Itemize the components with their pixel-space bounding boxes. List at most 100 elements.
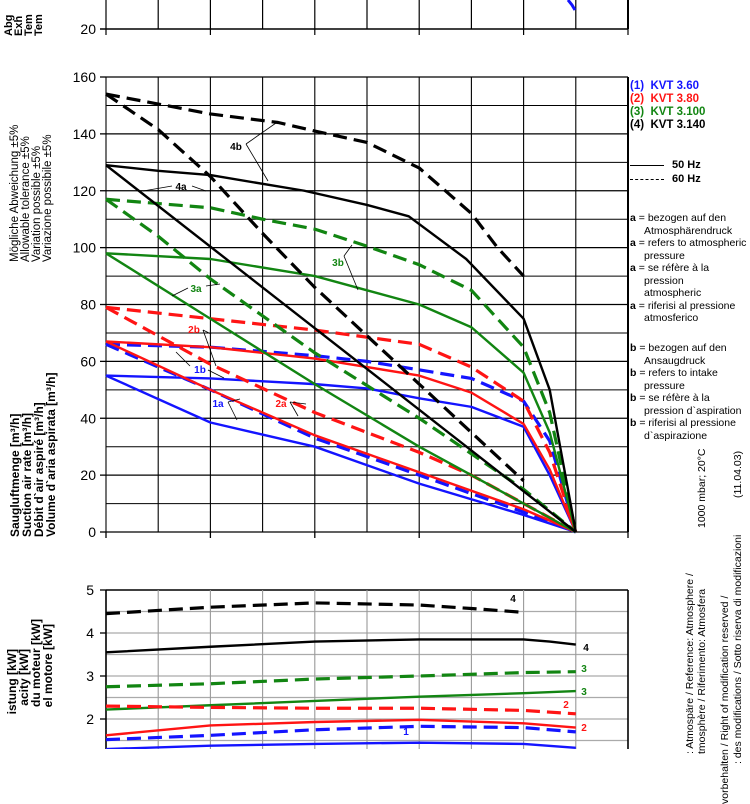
legend-num: (1) bbox=[630, 80, 645, 92]
legend-item-kvt-3-80: (2) KVT 3.80 bbox=[630, 93, 705, 106]
top-ylabel: Abg Exh Tem Tem bbox=[3, 14, 45, 36]
note-key: a bbox=[630, 299, 636, 312]
power-curve-label-4: 4 bbox=[583, 643, 589, 654]
b-note: b = se réfère à la pression d`aspiration bbox=[630, 392, 750, 417]
b-note: b = riferisi al pressione d`aspirazione bbox=[630, 417, 750, 442]
legend-hz-label: 60 Hz bbox=[672, 173, 701, 185]
power-series-3-60hz bbox=[105, 670, 576, 689]
leader-line bbox=[343, 255, 359, 291]
leader-line bbox=[343, 244, 353, 257]
ylabel-line: el motore [kW] bbox=[41, 624, 55, 708]
note-key: a bbox=[630, 262, 636, 274]
reference-note-line2: tmosphère / Riferimento: Atmosfera bbox=[696, 589, 708, 754]
note-text: = bezogen auf den bbox=[639, 342, 727, 354]
legend-item-kvt-3-60: (1) KVT 3.60 bbox=[630, 80, 705, 93]
note-text: pressure bbox=[644, 379, 685, 392]
power-chart-y-ticks: 2 3 4 5 bbox=[86, 582, 106, 727]
flow-series-4b-60hz bbox=[105, 92, 525, 278]
reference-note-line1: : Atmospäre / Reference: Atmosphere / bbox=[684, 573, 696, 754]
power-series-2-50hz bbox=[105, 718, 576, 737]
y-tick-label: 3 bbox=[86, 668, 94, 684]
y-tick-label: 5 bbox=[86, 582, 94, 598]
power-y-axis-label: istung [kW] acity [kW] du moteur [kW] el… bbox=[5, 619, 55, 749]
y-tick-label: 120 bbox=[73, 183, 97, 199]
leader-line bbox=[245, 143, 269, 182]
leader-line bbox=[245, 122, 277, 145]
legend-name: KVT 3.100 bbox=[650, 106, 706, 118]
note-text: atmosferico bbox=[644, 312, 699, 324]
leader-line bbox=[227, 401, 238, 421]
flow-chart-series bbox=[105, 92, 578, 534]
note-text: 1000 mbar; 20°C bbox=[696, 448, 708, 529]
y-tick-label: 4 bbox=[86, 625, 94, 641]
tolerance-line: Variazione possibile ±5% bbox=[42, 134, 54, 262]
y-tick-label: 160 bbox=[73, 69, 97, 85]
flow-series-2b-50hz bbox=[105, 340, 577, 533]
power-chart-curve-labels: 4 4 3 3 2 2 1 bbox=[403, 594, 589, 738]
flow-series-2a-50hz bbox=[105, 340, 577, 534]
y-tick-label: 60 bbox=[80, 353, 96, 369]
legend-50hz: 50 Hz bbox=[630, 159, 701, 171]
note-text: = bezogen auf den bbox=[638, 212, 727, 224]
power-curve-label-2: 2 bbox=[563, 700, 569, 711]
legend-hz-label: 50 Hz bbox=[672, 159, 701, 171]
note-text: = se réfère à la bbox=[639, 392, 710, 404]
flow-chart-y-ticks: 0 20 40 60 80 100 120 140 160 bbox=[73, 69, 106, 540]
power-curve-label-3: 3 bbox=[581, 664, 587, 675]
curve-label-3a: 3a bbox=[190, 284, 202, 295]
a-note: a = bezogen auf den Atmosphärendruck bbox=[630, 212, 750, 237]
power-curve-label-1: 1 bbox=[403, 727, 409, 738]
legend-item-kvt-3-100: (3) KVT 3.100 bbox=[630, 106, 705, 119]
top-y-tick: 20 bbox=[80, 21, 96, 37]
note-text: d`aspirazione bbox=[644, 429, 708, 442]
tolerance-label: Mögliche Abweichung ±5% Allowable tolera… bbox=[9, 125, 54, 262]
note-text: Atmosphärendruck bbox=[644, 224, 733, 237]
a-note: a = riferisi al pressione atmosferico bbox=[630, 300, 750, 325]
note-text: vorbehalten / Right of modification rese… bbox=[719, 595, 731, 804]
note-text: atmospheric bbox=[644, 287, 702, 299]
note-text: = refers to intake bbox=[639, 367, 718, 379]
legend-num: (2) bbox=[630, 93, 645, 105]
solid-line-icon bbox=[630, 164, 664, 166]
flow-series-4a-60hz bbox=[105, 92, 525, 482]
top-ylabel-line: Tem bbox=[33, 14, 45, 36]
flow-series-1a-50hz bbox=[105, 374, 577, 534]
flow-chart-grid bbox=[105, 76, 629, 538]
leader-line bbox=[205, 283, 221, 287]
y-tick-label: 40 bbox=[80, 410, 96, 426]
leader-line bbox=[171, 287, 189, 297]
power-series-2-60hz bbox=[105, 704, 576, 716]
power-curve-label-4: 4 bbox=[510, 594, 516, 605]
flow-series-3b-50hz bbox=[105, 252, 577, 533]
revision-date: (11.04.03) bbox=[732, 451, 744, 498]
y-tick-label: 80 bbox=[80, 297, 96, 313]
note-key: b bbox=[630, 342, 637, 354]
note-text: = riferisi al pressione bbox=[639, 417, 736, 429]
legend-name: KVT 3.140 bbox=[650, 119, 706, 131]
b-note: b = bezogen auf den Ansaugdruck bbox=[630, 342, 750, 367]
power-curve-label-3: 3 bbox=[581, 687, 587, 698]
note-text: pression bbox=[644, 274, 684, 287]
note-text: = refers to atmospheric bbox=[638, 237, 747, 249]
note-key: a bbox=[630, 212, 636, 224]
note-text: pression d`aspiration bbox=[644, 404, 742, 417]
curve-label-2a: 2a bbox=[275, 399, 287, 410]
flow-chart-curve-labels: 4b 4a 3b 3a 2b 1b 1a 2a bbox=[142, 122, 359, 421]
b-note: b = refers to intake pressure bbox=[630, 367, 750, 392]
note-text: = se réfère à la bbox=[638, 262, 710, 274]
pump-legend: (1) KVT 3.60 (2) KVT 3.80 (3) KVT 3.100 … bbox=[630, 80, 705, 132]
note-text: (11.04.03) bbox=[732, 450, 744, 498]
temperature-curve-fragment bbox=[566, 0, 577, 11]
note-key: b bbox=[630, 367, 637, 379]
reference-value: 1000 mbar; 20°C bbox=[696, 449, 708, 529]
flow-series-2b-60hz bbox=[105, 305, 578, 533]
ylabel-line: Volume d`aria aspirata [m³/h] bbox=[44, 372, 58, 537]
flow-series-4a-50hz bbox=[105, 164, 577, 533]
leader-line bbox=[191, 185, 207, 192]
y-tick-label: 140 bbox=[73, 126, 97, 142]
flow-series-4b-50hz bbox=[105, 163, 577, 533]
leader-line bbox=[207, 369, 225, 379]
dashed-line-icon bbox=[630, 178, 664, 180]
leader-line bbox=[175, 351, 191, 367]
y-tick-label: 100 bbox=[73, 240, 97, 256]
